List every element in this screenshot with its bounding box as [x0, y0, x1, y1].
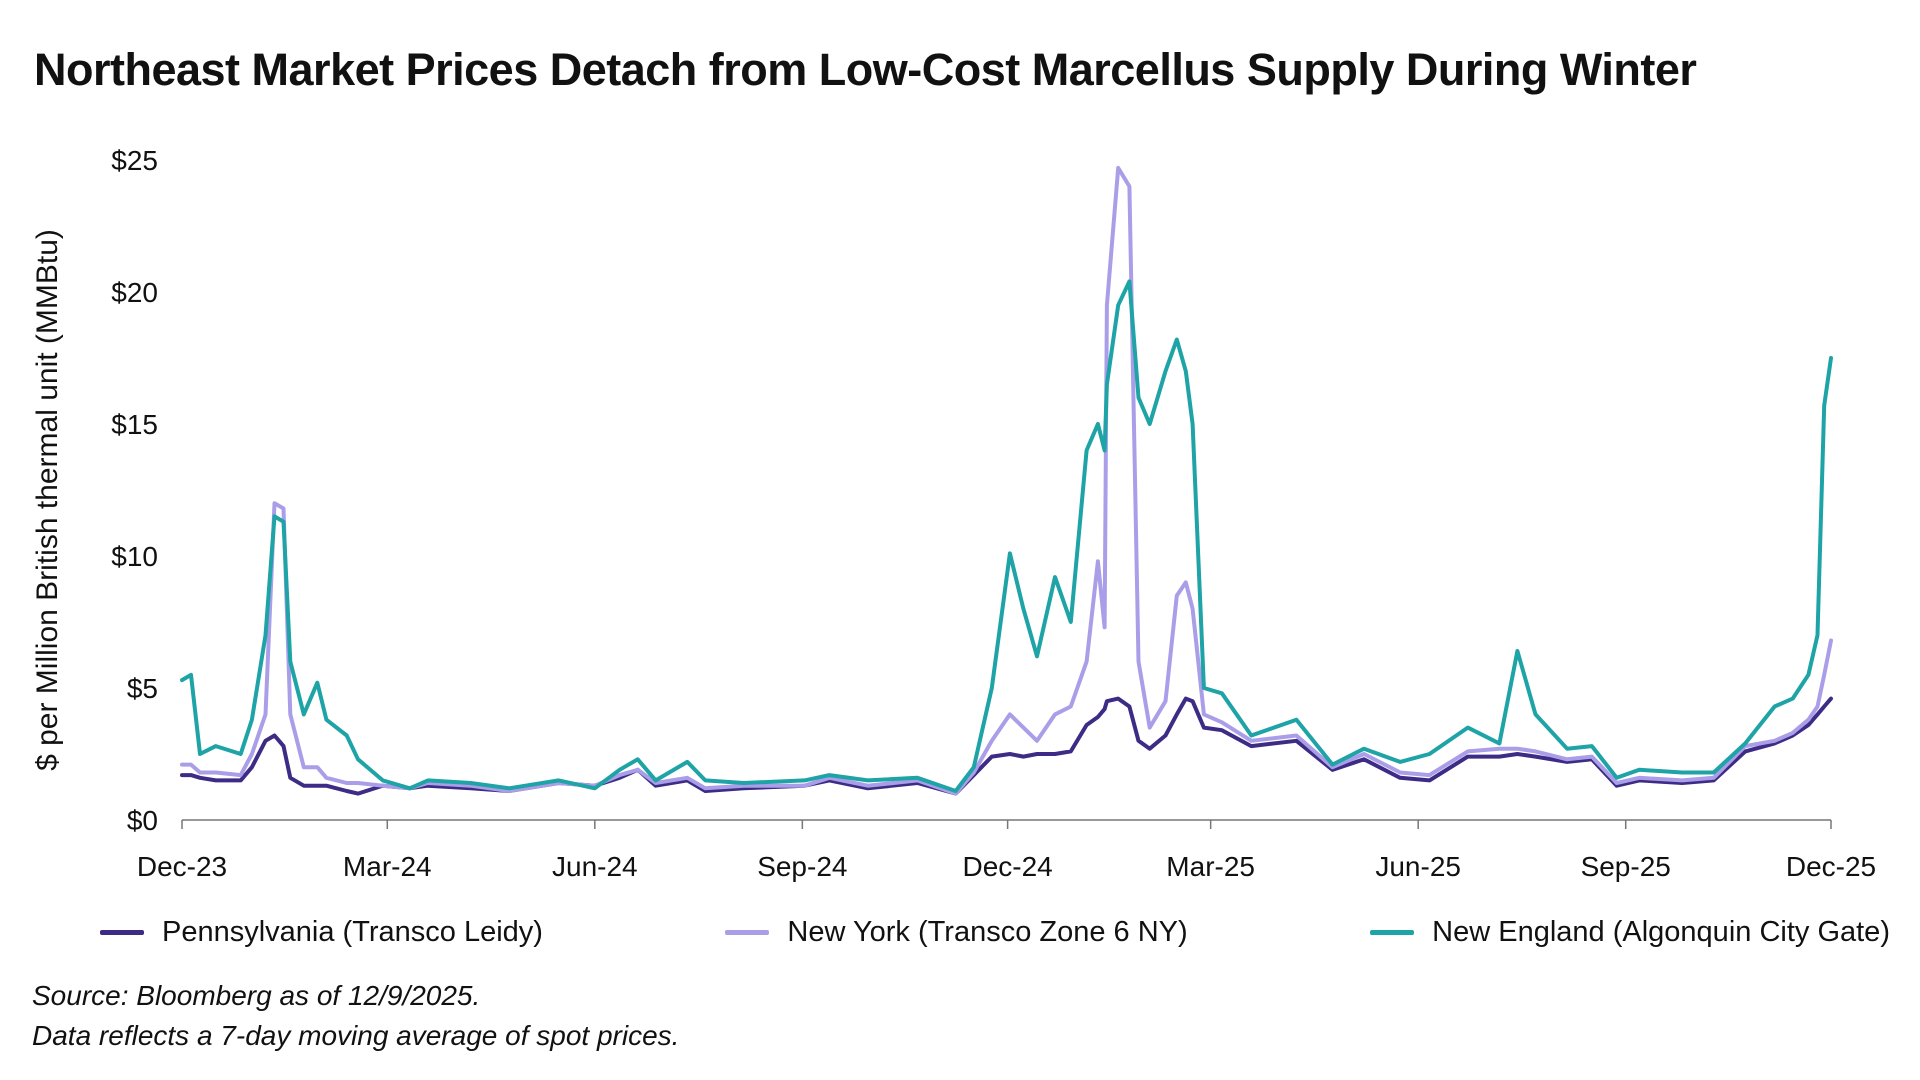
x-tick-label: Jun-24	[552, 851, 638, 882]
series-line-0	[180, 696, 1833, 796]
source-note: Source: Bloomberg as of 12/9/2025.	[32, 980, 481, 1011]
y-tick-label: $25	[111, 145, 158, 176]
legend: Pennsylvania (Transco Leidy) New York (T…	[100, 916, 1890, 949]
legend-label: New York (Transco Zone 6 NY)	[787, 916, 1188, 948]
x-tick-label: Mar-24	[343, 851, 432, 882]
y-tick-label: $0	[127, 805, 158, 836]
y-tick-label: $15	[111, 409, 158, 440]
y-tick-label: $5	[127, 673, 158, 704]
legend-item-new-york: New York (Transco Zone 6 NY)	[725, 916, 1188, 949]
legend-swatch	[100, 930, 144, 935]
x-tick-label: Jun-25	[1375, 851, 1461, 882]
legend-item-new-england: New England (Algonquin City Gate)	[1370, 916, 1890, 949]
series-line-2	[180, 279, 1833, 793]
x-tick-label: Mar-25	[1166, 851, 1255, 882]
y-tick-label: $20	[111, 277, 158, 308]
x-tick-label: Sep-25	[1581, 851, 1671, 882]
chart-title: Northeast Market Prices Detach from Low-…	[34, 44, 1697, 95]
series-line-1	[180, 165, 1833, 796]
legend-swatch	[1370, 930, 1415, 935]
legend-swatch	[725, 930, 770, 935]
legend-item-pennsylvania: Pennsylvania (Transco Leidy)	[100, 916, 543, 949]
y-tick-label: $10	[111, 541, 158, 572]
legend-label: Pennsylvania (Transco Leidy)	[162, 916, 543, 948]
x-tick-label: Dec-25	[1786, 851, 1876, 882]
x-tick-label: Dec-24	[962, 851, 1052, 882]
legend-label: New England (Algonquin City Gate)	[1432, 916, 1890, 948]
x-tick-label: Dec-23	[137, 851, 227, 882]
data-note: Data reflects a 7-day moving average of …	[32, 1020, 680, 1051]
x-tick-label: Sep-24	[757, 851, 847, 882]
